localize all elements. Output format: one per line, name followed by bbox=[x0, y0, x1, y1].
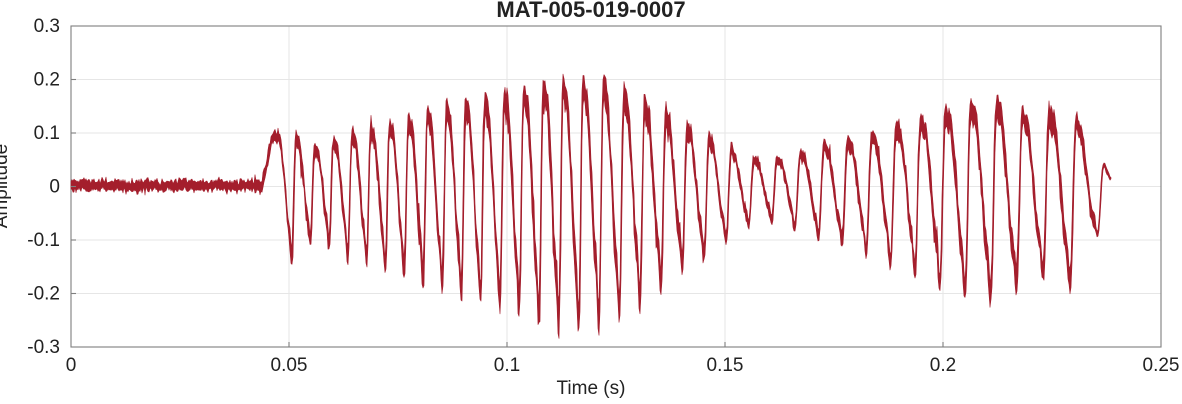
svg-text:-0.3: -0.3 bbox=[27, 337, 60, 358]
svg-text:-0.2: -0.2 bbox=[27, 284, 60, 305]
svg-text:0.2: 0.2 bbox=[930, 355, 956, 376]
svg-text:0.1: 0.1 bbox=[494, 355, 520, 376]
svg-text:0.05: 0.05 bbox=[271, 355, 308, 376]
svg-text:0: 0 bbox=[66, 355, 77, 376]
svg-text:0.15: 0.15 bbox=[707, 355, 744, 376]
svg-text:0.3: 0.3 bbox=[34, 16, 60, 37]
svg-text:0.1: 0.1 bbox=[34, 123, 60, 144]
svg-text:0: 0 bbox=[49, 177, 60, 198]
svg-text:0.2: 0.2 bbox=[34, 70, 60, 91]
svg-text:0.25: 0.25 bbox=[1143, 355, 1180, 376]
svg-text:-0.1: -0.1 bbox=[27, 230, 60, 251]
